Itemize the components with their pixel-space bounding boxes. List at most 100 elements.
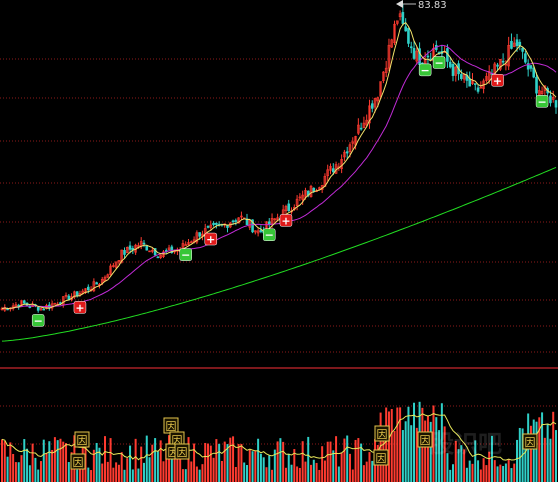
volume-bar	[276, 441, 279, 482]
candle-body	[42, 308, 46, 311]
volume-bar	[134, 438, 137, 482]
candle-body	[473, 83, 477, 85]
volume-bar	[51, 449, 54, 482]
candle-body	[496, 64, 499, 67]
candle-body	[123, 250, 126, 255]
volume-bar	[549, 438, 552, 482]
volume-bar	[234, 466, 237, 482]
flag-glyph: 因	[177, 446, 188, 459]
candle-body	[284, 206, 288, 212]
candle-body	[95, 282, 98, 285]
volume-bar	[131, 469, 134, 482]
volume-bar	[209, 445, 212, 482]
flag-box	[174, 443, 190, 460]
candle-body	[298, 196, 302, 199]
volume-bar	[326, 441, 329, 482]
flag-box	[74, 431, 90, 448]
volume-bar	[315, 462, 318, 482]
volume-flag-icon: 因	[374, 425, 390, 442]
volume-bar	[1, 439, 3, 482]
candle-body	[507, 45, 510, 67]
volume-bar	[120, 452, 123, 482]
volume-bar	[552, 411, 555, 482]
candle-body	[393, 23, 396, 43]
volume-bar	[379, 412, 382, 482]
volume-bar	[401, 430, 404, 482]
volume-bar	[181, 469, 184, 482]
candle-body	[309, 185, 313, 197]
candle-body	[22, 300, 26, 304]
volume-bar	[117, 464, 120, 482]
signal-glyph: +	[493, 74, 502, 87]
candle-body	[396, 20, 399, 24]
candle-body	[190, 241, 193, 244]
watermark: 股识吧	[430, 430, 502, 458]
volume-bar	[298, 467, 301, 482]
volume-bar	[541, 412, 544, 482]
volume-bar	[28, 465, 31, 482]
volume-bar	[321, 446, 324, 482]
volume-bar	[555, 430, 557, 482]
volume-bar	[145, 435, 148, 482]
volume-bar	[220, 460, 223, 482]
volume-bar	[449, 469, 452, 482]
candle-body	[64, 294, 68, 297]
candle-body	[387, 44, 391, 69]
signal-box	[73, 301, 87, 314]
volume-bar	[387, 411, 390, 482]
volume-bar	[343, 438, 346, 482]
candle-body	[187, 242, 190, 246]
price-grid	[0, 58, 558, 369]
volume-bar	[360, 443, 363, 482]
volume-bar	[477, 460, 480, 482]
volume-bar	[365, 461, 368, 482]
volume-bar	[31, 443, 34, 482]
candle-body	[343, 151, 346, 158]
flag-glyph: 因	[172, 434, 183, 447]
volume-bar	[240, 443, 243, 482]
candle-body	[145, 245, 149, 251]
volume-bar	[282, 441, 285, 482]
volume-bar	[510, 468, 513, 482]
volume-flag-icon: 因	[74, 431, 90, 448]
candle-body	[170, 246, 174, 253]
candle-body	[231, 220, 235, 223]
volume-bar	[156, 451, 159, 482]
volume-bar	[232, 436, 235, 482]
volume-bar	[415, 427, 418, 482]
volume-bar	[92, 449, 95, 482]
candle-body	[78, 293, 82, 296]
volume-bar	[53, 437, 56, 482]
volume-bar	[507, 459, 510, 482]
flag-glyph: 因	[525, 436, 536, 449]
volume-bar	[284, 467, 287, 482]
candle-body	[120, 249, 124, 263]
volume-bar	[407, 406, 410, 482]
flag-box	[522, 433, 538, 450]
volume-bar	[451, 464, 454, 482]
candle-body	[128, 245, 132, 250]
buy-signal-icon: +	[204, 232, 218, 246]
sell-signal-icon: −	[432, 56, 446, 70]
candle-body	[125, 246, 129, 254]
volume-bar	[440, 403, 443, 482]
candle-body	[6, 308, 9, 311]
volume-bar	[446, 453, 449, 482]
candle-body	[301, 194, 304, 200]
candle-body	[326, 169, 330, 176]
volume-bar	[37, 469, 40, 482]
volume-bar	[429, 421, 432, 482]
volume-flag-icon: 因	[417, 431, 433, 448]
signal-glyph: +	[206, 233, 215, 246]
volume-bar	[385, 407, 388, 482]
volume-bar	[396, 407, 399, 482]
candle-body	[485, 76, 488, 81]
volume-bar	[20, 455, 23, 482]
ma-short-line	[1, 22, 557, 310]
volume-bar	[26, 448, 29, 482]
candle-body	[206, 226, 210, 228]
volume-bar	[154, 438, 157, 482]
candle-body	[348, 144, 352, 152]
candle-body	[448, 61, 452, 68]
